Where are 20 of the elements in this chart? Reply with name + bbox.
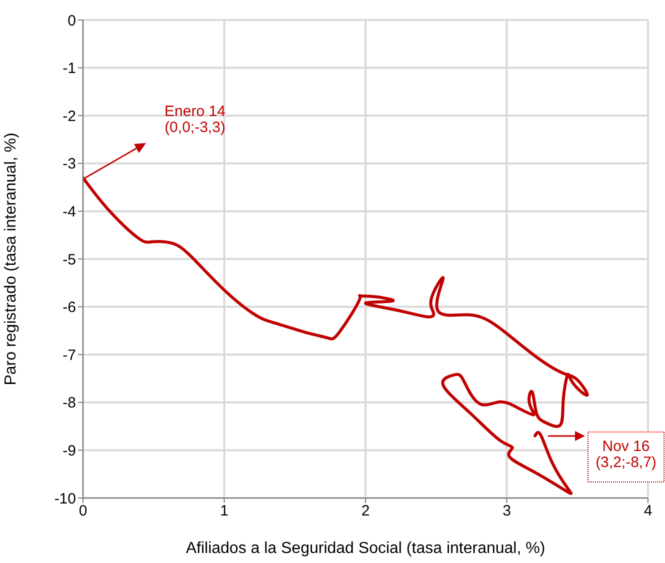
y-tick-label: -2: [62, 108, 76, 125]
annotation: Nov 16 (3,2;-8,7): [596, 438, 656, 471]
y-tick-label: -9: [62, 442, 76, 460]
y-tick-label: 0: [68, 12, 76, 30]
y-tick-label: -5: [62, 251, 76, 268]
y-tick-label: -10: [54, 490, 76, 508]
y-tick-label: -1: [62, 60, 76, 78]
x-tick-label: 4: [644, 502, 652, 520]
annotation: Enero 14 (0,0;-3,3): [164, 103, 226, 136]
y-axis-title: Paro registrado (tasa interanual, %): [2, 132, 20, 386]
x-tick-label: 1: [220, 502, 228, 520]
y-tick-label: -8: [62, 394, 76, 412]
x-tick-label: 2: [361, 502, 370, 520]
x-axis-title: Afiliados a la Seguridad Social (tasa interanual, %): [186, 540, 546, 557]
y-tick-label: -7: [62, 346, 76, 364]
x-tick-label: 0: [78, 502, 88, 520]
y-tick-label: -3: [62, 156, 76, 173]
y-tick-label: -4: [62, 204, 76, 221]
x-tick-label: 3: [502, 502, 511, 520]
y-tick-label: -6: [62, 299, 76, 316]
